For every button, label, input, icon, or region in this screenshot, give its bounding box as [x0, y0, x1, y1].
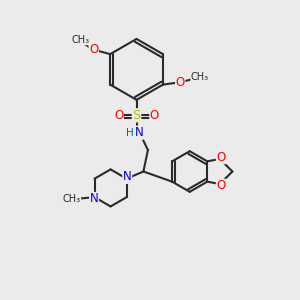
Text: O: O [216, 179, 226, 192]
Text: O: O [216, 151, 226, 164]
Text: CH₃: CH₃ [191, 72, 209, 82]
Text: H: H [126, 128, 134, 138]
Text: N: N [135, 126, 143, 139]
Text: O: O [114, 109, 123, 122]
Text: O: O [176, 76, 185, 89]
Text: CH₃: CH₃ [62, 194, 81, 204]
Text: N: N [90, 193, 98, 206]
Text: S: S [132, 109, 141, 122]
Text: N: N [123, 170, 132, 183]
Text: O: O [89, 43, 98, 56]
Text: O: O [150, 109, 159, 122]
Text: CH₃: CH₃ [72, 35, 90, 45]
